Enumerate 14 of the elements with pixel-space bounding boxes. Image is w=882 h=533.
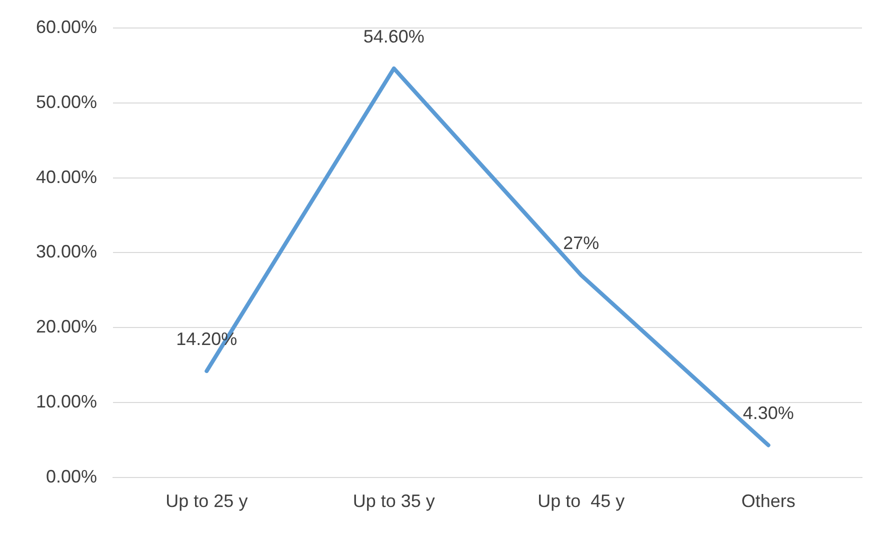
x-tick-label: Up to 35 y [352,491,435,512]
y-tick-label: 60.00% [36,16,98,37]
y-tick-label: 0.00% [46,466,98,486]
x-tick-label: Others [741,491,796,512]
y-tick-label: 40.00% [36,166,98,187]
y-tick-label: 50.00% [36,92,98,112]
y-tick-label: 20.00% [36,316,98,337]
y-tick-label: 10.00% [36,391,98,412]
y-tick-label: 30.00% [36,242,98,262]
data-label: 27% [563,233,600,254]
data-label: 54.60% [363,26,424,46]
x-tick-label: Up to 45 y [538,491,625,512]
x-tick-label: Up to 25 y [166,491,248,512]
data-label: 4.30% [742,403,794,424]
